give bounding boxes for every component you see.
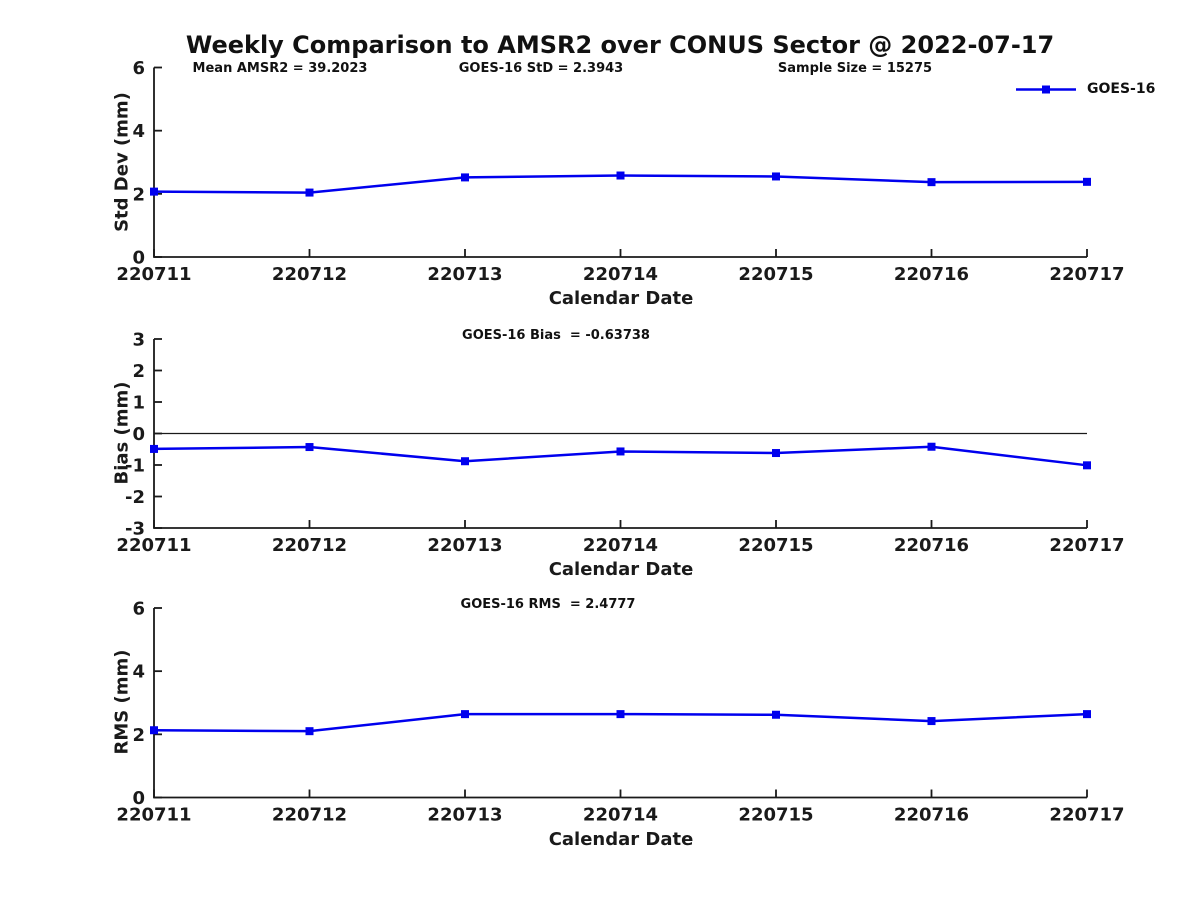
x-tick-label: 220717 [1049,535,1124,556]
goes16-marker [305,188,314,197]
x-tick-label: 220711 [116,535,191,556]
annotation-mean-amsr2: Mean AMSR2 = 39.2023 [192,61,368,76]
y-tick-label: 2 [132,361,145,382]
goes16-marker [927,717,936,726]
y-tick-label: 4 [132,662,145,683]
x-tick-label: 220711 [116,805,191,826]
y-tick-label: 3 [132,330,145,351]
goes16-marker [772,172,780,181]
x-tick-label: 220716 [894,805,969,826]
goes16-marker [461,173,469,182]
y-tick-label: -3 [125,519,145,540]
goes16-marker [616,447,625,456]
x-tick-label: 220712 [272,805,347,826]
x-tick-label: 220714 [583,535,658,556]
x-tick-label: 220714 [583,805,658,826]
legend-line-sample [1016,85,1076,93]
ylabel-bias: Bias (mm) [111,381,133,485]
goes16-marker [616,171,625,180]
goes16-marker [1083,710,1091,719]
goes16-marker [150,444,158,453]
x-tick-label: 220712 [272,535,347,556]
legend: GOES-16 [1016,81,1155,97]
goes16-marker [772,449,780,458]
goes16-marker [305,443,314,452]
axis-spines [153,67,1087,258]
y-tick-label: 1 [132,393,145,414]
y-tick-label: 6 [132,58,145,79]
annotation-goes16-bias: GOES-16 Bias = -0.63738 [462,328,650,343]
x-tick-label: 220715 [738,805,813,826]
x-tick-label: 220714 [583,264,658,285]
goes16-marker [1083,177,1091,186]
axis-spines [153,608,1087,799]
x-tick-label: 220711 [116,264,191,285]
x-tick-label: 220715 [738,535,813,556]
goes16-marker [772,710,780,719]
x-tick-label: 220716 [894,535,969,556]
y-tick-label: 6 [132,599,145,620]
legend-marker [1042,85,1050,93]
annotation-sample-size: Sample Size = 15275 [777,61,933,76]
goes16-marker [305,727,314,736]
y-tick-label: 0 [132,788,145,809]
x-tick-label: 220713 [427,805,502,826]
annotation-goes16-std: GOES-16 StD = 2.3943 [458,61,624,76]
bias-subplot: -3 -2 -1 0 1 2 3 220711 220712 220713 220714 220715… [116,330,1124,557]
x-tick-label: 220713 [427,264,502,285]
goes16-marker [616,710,625,719]
xlabel-stddev: Calendar Date [548,288,694,309]
y-tick-label: -1 [125,456,145,477]
ylabel-rms: RMS (mm) [111,649,133,755]
figure-title: Weekly Comparison to AMSR2 over CONUS Se… [185,31,1055,59]
stddev-subplot: 0 2 4 6 220711 220712 220713 220714 220715 220716… [116,58,1124,285]
x-tick-label: 220713 [427,535,502,556]
annotation-goes16-rms: GOES-16 RMS = 2.4777 [460,597,636,612]
ylabel-stddev: Std Dev (mm) [111,92,133,232]
goes16-marker [927,442,936,451]
x-tick-label: 220717 [1049,805,1124,826]
y-tick-label: 0 [132,424,145,445]
y-tick-label: -2 [125,487,145,508]
xlabel-bias: Calendar Date [548,559,694,580]
y-tick-label: 2 [132,184,145,205]
goes16-marker [461,710,469,719]
y-tick-label: 2 [132,725,145,746]
y-tick-label: 4 [132,121,145,142]
goes16-marker [150,726,158,735]
x-tick-label: 220716 [894,264,969,285]
x-tick-label: 220717 [1049,264,1124,285]
goes16-marker [1083,461,1091,470]
xlabel-rms: Calendar Date [548,829,694,850]
x-tick-label: 220712 [272,264,347,285]
legend-label: GOES-16 [1087,81,1156,97]
x-tick-label: 220715 [738,264,813,285]
rms-subplot: 0 2 4 6 220711 220712 220713 220714 220715 220716… [116,599,1124,826]
goes16-marker [927,178,936,187]
y-tick-label: 0 [132,248,145,269]
goes16-marker [461,457,469,466]
goes16-marker [150,187,158,196]
